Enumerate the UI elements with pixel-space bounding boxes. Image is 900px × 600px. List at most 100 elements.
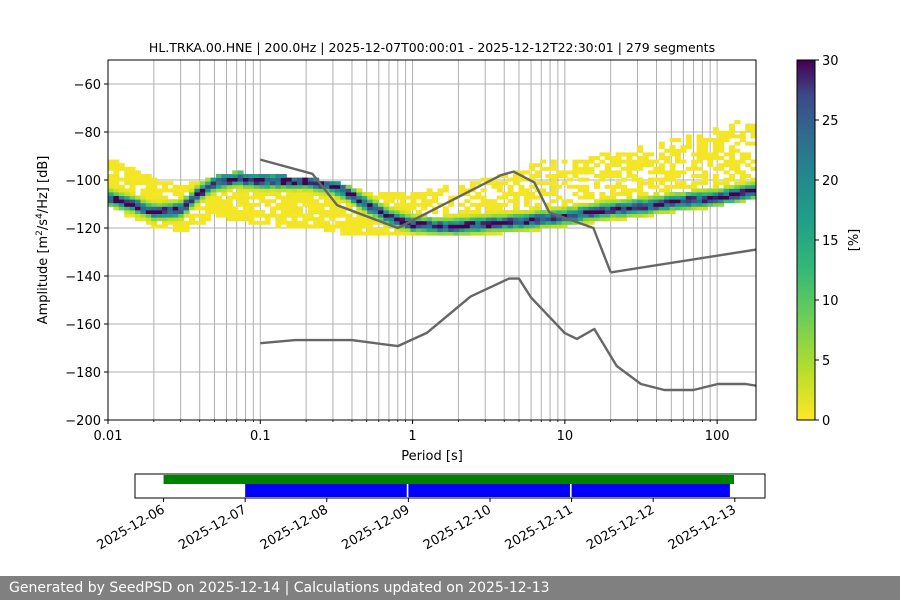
heatmap-cell (583, 195, 590, 200)
heatmap-cell (432, 231, 438, 236)
heatmap-cell (561, 210, 568, 214)
heatmap-cell (712, 174, 719, 178)
heatmap-cell (189, 217, 195, 222)
heatmap-cell (388, 220, 395, 225)
heatmap-cell (426, 224, 433, 229)
heatmap-cell (329, 224, 336, 229)
colorbar-tick-label: 5 (822, 354, 830, 369)
heatmap-cell (540, 217, 546, 222)
heatmap-cell (599, 217, 606, 222)
heatmap-cell (286, 177, 293, 182)
heatmap-cell (388, 206, 395, 211)
heatmap-cell (259, 174, 266, 178)
heatmap-cell (270, 188, 276, 193)
heatmap-cell (594, 213, 600, 218)
heatmap-cell (626, 159, 633, 164)
heatmap-cell (604, 156, 611, 160)
heatmap-cell (561, 181, 568, 186)
heatmap-cell (307, 210, 314, 214)
heatmap-cell (502, 192, 509, 196)
heatmap-cell (307, 217, 314, 222)
heatmap-cell (421, 231, 428, 236)
heatmap-cell (583, 206, 590, 211)
heatmap-cell (415, 231, 422, 236)
heatmap-cell (502, 220, 509, 225)
heatmap-cell (361, 220, 368, 225)
heatmap-cell (167, 210, 174, 214)
heatmap-cell (675, 138, 681, 142)
heatmap-cell (291, 224, 298, 229)
heatmap-cell (729, 152, 735, 157)
heatmap-cell (432, 210, 438, 214)
heatmap-cell (291, 177, 298, 182)
heatmap-cell (426, 220, 433, 225)
heatmap-cell (480, 228, 487, 232)
heatmap-cell (237, 184, 244, 189)
heatmap-cell (178, 220, 185, 225)
y-tick-label: −180 (65, 366, 101, 381)
heatmap-cell (491, 220, 498, 225)
heatmap-cell (729, 123, 735, 128)
heatmap-cell (529, 210, 536, 214)
heatmap-cell (140, 202, 147, 207)
heatmap-cell (113, 174, 120, 178)
heatmap-cell (167, 206, 174, 211)
heatmap-cell (172, 188, 179, 193)
heatmap-cell (113, 159, 120, 164)
heatmap-cell (442, 184, 449, 189)
heatmap-cell (696, 202, 703, 207)
heatmap-cell (426, 188, 433, 193)
heatmap-cell (302, 184, 309, 189)
timeline-blue-segment (245, 484, 407, 497)
heatmap-cell (178, 206, 185, 211)
heatmap-cell (124, 210, 131, 214)
heatmap-cell (669, 145, 676, 150)
heatmap-cell (318, 202, 325, 207)
heatmap-cell (210, 202, 217, 207)
heatmap-cell (361, 217, 368, 222)
heatmap-cell (248, 202, 255, 207)
heatmap-cell (615, 217, 622, 222)
timeline-tick-label: 2025-12-06 (95, 502, 168, 553)
heatmap-cell (426, 231, 433, 236)
heatmap-cell (696, 141, 703, 146)
heatmap-cell (464, 213, 471, 218)
heatmap-cell (248, 195, 255, 200)
heatmap-cell (226, 217, 233, 222)
heatmap-cell (491, 181, 498, 186)
heatmap-cell (729, 199, 735, 204)
heatmap-cell (113, 192, 120, 196)
heatmap-cell (729, 195, 735, 200)
heatmap-cell (291, 181, 298, 186)
heatmap-cell (583, 177, 590, 182)
heatmap-cell (199, 206, 206, 211)
heatmap-cell (626, 170, 633, 175)
heatmap-cell (340, 199, 347, 204)
heatmap-cell (685, 141, 692, 146)
heatmap-cell (124, 166, 131, 171)
heatmap-cell (189, 192, 195, 196)
heatmap-cell (356, 228, 363, 232)
heatmap-cell (113, 166, 120, 171)
heatmap-cell (491, 210, 498, 214)
heatmap-cell (399, 199, 406, 204)
heatmap-cell (372, 206, 379, 211)
heatmap-cell (723, 199, 730, 204)
heatmap-cell (237, 174, 244, 178)
heatmap-cell (394, 213, 401, 218)
heatmap-cell (680, 148, 687, 153)
heatmap-cell (221, 184, 228, 189)
heatmap-cell (442, 220, 449, 225)
heatmap-cell (367, 231, 374, 236)
heatmap-cell (178, 184, 185, 189)
heatmap-cell (318, 206, 325, 211)
heatmap-cell (550, 224, 557, 229)
heatmap-cell (664, 192, 671, 196)
heatmap-cell (405, 224, 411, 229)
heatmap-cell (248, 217, 255, 222)
heatmap-cell (361, 206, 368, 211)
heatmap-cell (410, 220, 417, 225)
heatmap-cell (707, 202, 714, 207)
heatmap-cell (631, 210, 638, 214)
heatmap-cell (491, 213, 498, 218)
